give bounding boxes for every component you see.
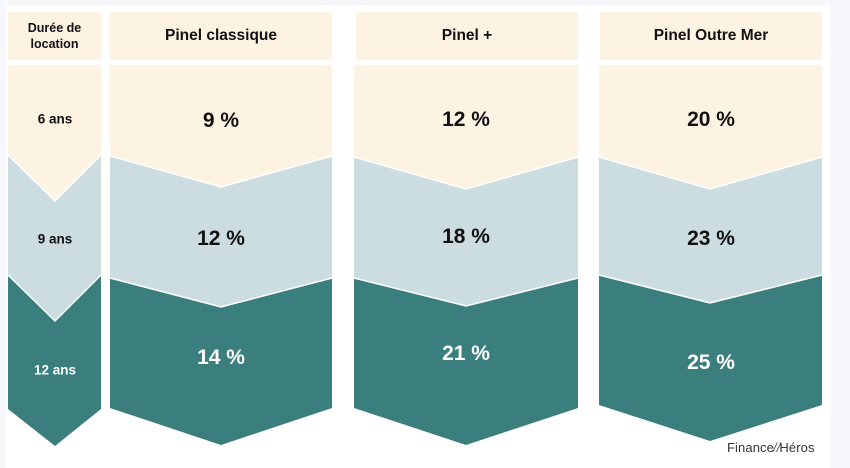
pinel-classique-shapes <box>109 65 333 445</box>
duration-12-label: 12 ans <box>33 362 77 378</box>
duration-6-label: 6 ans <box>37 111 73 127</box>
duration-9-shape <box>8 155 101 321</box>
duration-6-shape <box>8 65 101 201</box>
header-pinel-outre-mer: Pinel Outre Mer <box>653 27 769 44</box>
logo-left-text: Finance <box>727 440 774 455</box>
pinel-outre-mer-9-value: 23 % <box>687 227 735 250</box>
logo-right-text: Héros <box>779 440 815 455</box>
pinel-outre-mer-shapes <box>598 65 823 441</box>
pinel-plus-shapes <box>353 65 579 445</box>
pinel-plus-6-value: 12 % <box>442 108 490 131</box>
header-pinel-plus: Pinel + <box>441 27 493 44</box>
pinel-plus-12-value: 21 % <box>442 342 490 365</box>
header-bg-duration <box>8 12 101 60</box>
logo-slash-icon: // <box>772 440 781 455</box>
header-bg-pinel-plus <box>356 12 578 60</box>
pinel-plus-9-value: 18 % <box>442 225 490 248</box>
pinel-outre-mer-6-value: 20 % <box>687 108 735 131</box>
header-pinel-classique: Pinel classique <box>165 27 277 44</box>
duration-9-label: 9 ans <box>37 231 73 247</box>
duration-12-shape <box>8 275 101 446</box>
pinel-classique-9-value: 12 % <box>197 227 245 250</box>
header-duration: Durée de location <box>27 21 82 51</box>
finance-heros-logo: Finance//Héros <box>727 440 815 455</box>
header-bg-pinel-classique <box>110 12 332 60</box>
pinel-classique-12-value: 14 % <box>197 346 245 369</box>
duration-column-shapes <box>7 65 102 446</box>
pinel-classique-6-value: 9 % <box>202 109 240 132</box>
pinel-outre-mer-12-value: 25 % <box>687 351 735 374</box>
header-bg-pinel-outre-mer <box>600 12 822 60</box>
